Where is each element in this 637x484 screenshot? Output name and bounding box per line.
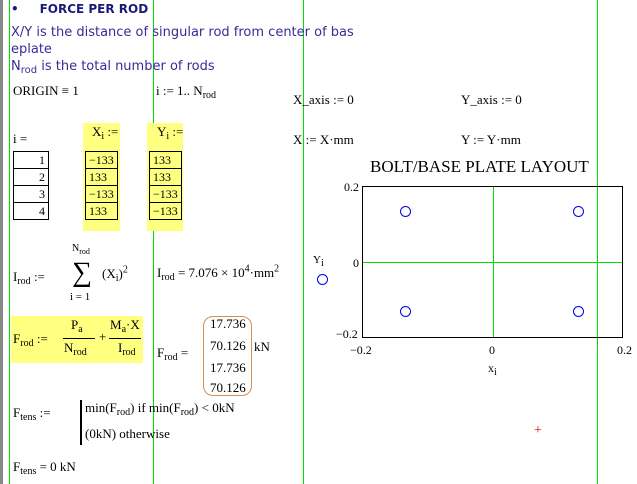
ftens-otherwise-line: (0kN) otherwise xyxy=(85,426,170,441)
ftens-condition-line: min(Frod) if min(Frod) < 0kN xyxy=(85,400,235,418)
y-tick-label: −0.2 xyxy=(336,327,358,341)
x-tick-label: 0.2 xyxy=(617,343,632,357)
frod-definition[interactable]: Frod := Pa Nrod + Ma·X Irod xyxy=(11,316,143,363)
x-axis-def[interactable]: X_axis := 0 xyxy=(293,92,354,107)
y-cell[interactable]: −133 xyxy=(149,202,182,220)
frod-value: 70.126 xyxy=(210,338,246,353)
frod-unit: kN xyxy=(254,339,270,354)
irod-result[interactable]: Irod = 7.076 × 104·mm2 xyxy=(157,263,280,283)
plot-area[interactable] xyxy=(362,186,623,338)
page-break-line xyxy=(153,0,154,484)
plus-sign: + xyxy=(99,329,107,344)
x-cell[interactable]: 133 xyxy=(85,202,118,220)
page-break-line xyxy=(597,0,598,484)
frod-def-lhs: Frod := xyxy=(13,331,48,349)
i-cell: 4 xyxy=(13,202,49,220)
origin-def[interactable]: ORIGIN ≡ 1 xyxy=(13,83,79,98)
page-break-line xyxy=(303,0,304,484)
frod-result-label: Frod = xyxy=(157,345,189,363)
x-unit-def[interactable]: X := X·mm xyxy=(293,132,354,147)
fraction-bar xyxy=(109,338,141,339)
y-cell[interactable]: 133 xyxy=(149,151,182,169)
i-cell: 2 xyxy=(13,168,49,186)
x-label: Xi := xyxy=(92,124,119,142)
ftens-result[interactable]: Ftens = 0 kN xyxy=(13,459,76,477)
x-tick-label: 0 xyxy=(489,343,495,357)
page-margin-line xyxy=(9,0,10,484)
x-cell[interactable]: −133 xyxy=(85,185,118,203)
section-heading: • FORCE PER ROD xyxy=(11,2,149,16)
y-label: Yi := xyxy=(157,124,184,142)
y-axis-label: Yi xyxy=(313,254,324,269)
i-cell: 1 xyxy=(13,151,49,169)
data-point xyxy=(400,206,412,218)
x-cell[interactable]: 133 xyxy=(85,168,118,186)
y-cell[interactable]: 133 xyxy=(149,168,182,186)
description-text-cont[interactable]: eplate xyxy=(11,42,52,57)
chart-title: BOLT/BASE PLATE LAYOUT xyxy=(370,157,589,176)
frod-value: 17.736 xyxy=(210,360,246,375)
range-def[interactable]: i := 1.. Nrod xyxy=(156,83,217,101)
program-bar xyxy=(80,400,82,445)
sum-term: (Xi)2 xyxy=(102,264,128,284)
x-tick-label: −0.2 xyxy=(350,343,372,357)
frod-denominator-1: Nrod xyxy=(64,340,87,358)
fraction-bar xyxy=(63,338,95,339)
nrod-description[interactable]: Nrod is the total number of rods xyxy=(11,59,215,76)
left-border xyxy=(0,0,3,484)
data-point xyxy=(400,305,412,317)
irod-def-lhs: Irod := xyxy=(13,269,45,287)
y-axis-line xyxy=(492,187,494,337)
y-tick-label: 0 xyxy=(353,256,359,270)
i-label: i = xyxy=(13,131,28,146)
description-text[interactable]: X/Y is the distance of singular rod from… xyxy=(11,25,354,40)
data-point xyxy=(572,305,584,317)
x-axis-label: xi xyxy=(488,361,497,378)
sum-sign: ∑ xyxy=(72,257,92,288)
x-cell[interactable]: −133 xyxy=(85,151,118,169)
frod-denominator-2: Irod xyxy=(118,340,136,358)
frod-value: 70.126 xyxy=(210,380,246,395)
y-unit-def[interactable]: Y := Y·mm xyxy=(461,132,521,147)
frod-result-matrix[interactable] xyxy=(203,316,252,396)
x-table[interactable]: −133 133 −133 133 xyxy=(85,151,118,220)
i-cell: 3 xyxy=(13,185,49,203)
sum-lower-limit: i = 1 xyxy=(70,291,91,303)
frod-numerator-1: Pa xyxy=(71,317,83,335)
frod-numerator-2: Ma·X xyxy=(110,317,140,335)
y-table[interactable]: 133 133 −133 −133 xyxy=(149,151,182,220)
crosshair-cursor-icon: + xyxy=(534,423,542,438)
i-table[interactable]: 1 2 3 4 xyxy=(13,151,49,220)
sum-upper-limit: Nrod xyxy=(72,243,90,256)
y-tick-label: 0.2 xyxy=(344,180,359,194)
y-axis-def[interactable]: Y_axis := 0 xyxy=(461,92,522,107)
frod-value: 17.736 xyxy=(210,316,246,331)
legend-marker-icon xyxy=(317,274,328,285)
y-cell[interactable]: −133 xyxy=(149,185,182,203)
ftens-def-lhs: Ftens := xyxy=(13,405,51,423)
data-point xyxy=(572,206,584,218)
